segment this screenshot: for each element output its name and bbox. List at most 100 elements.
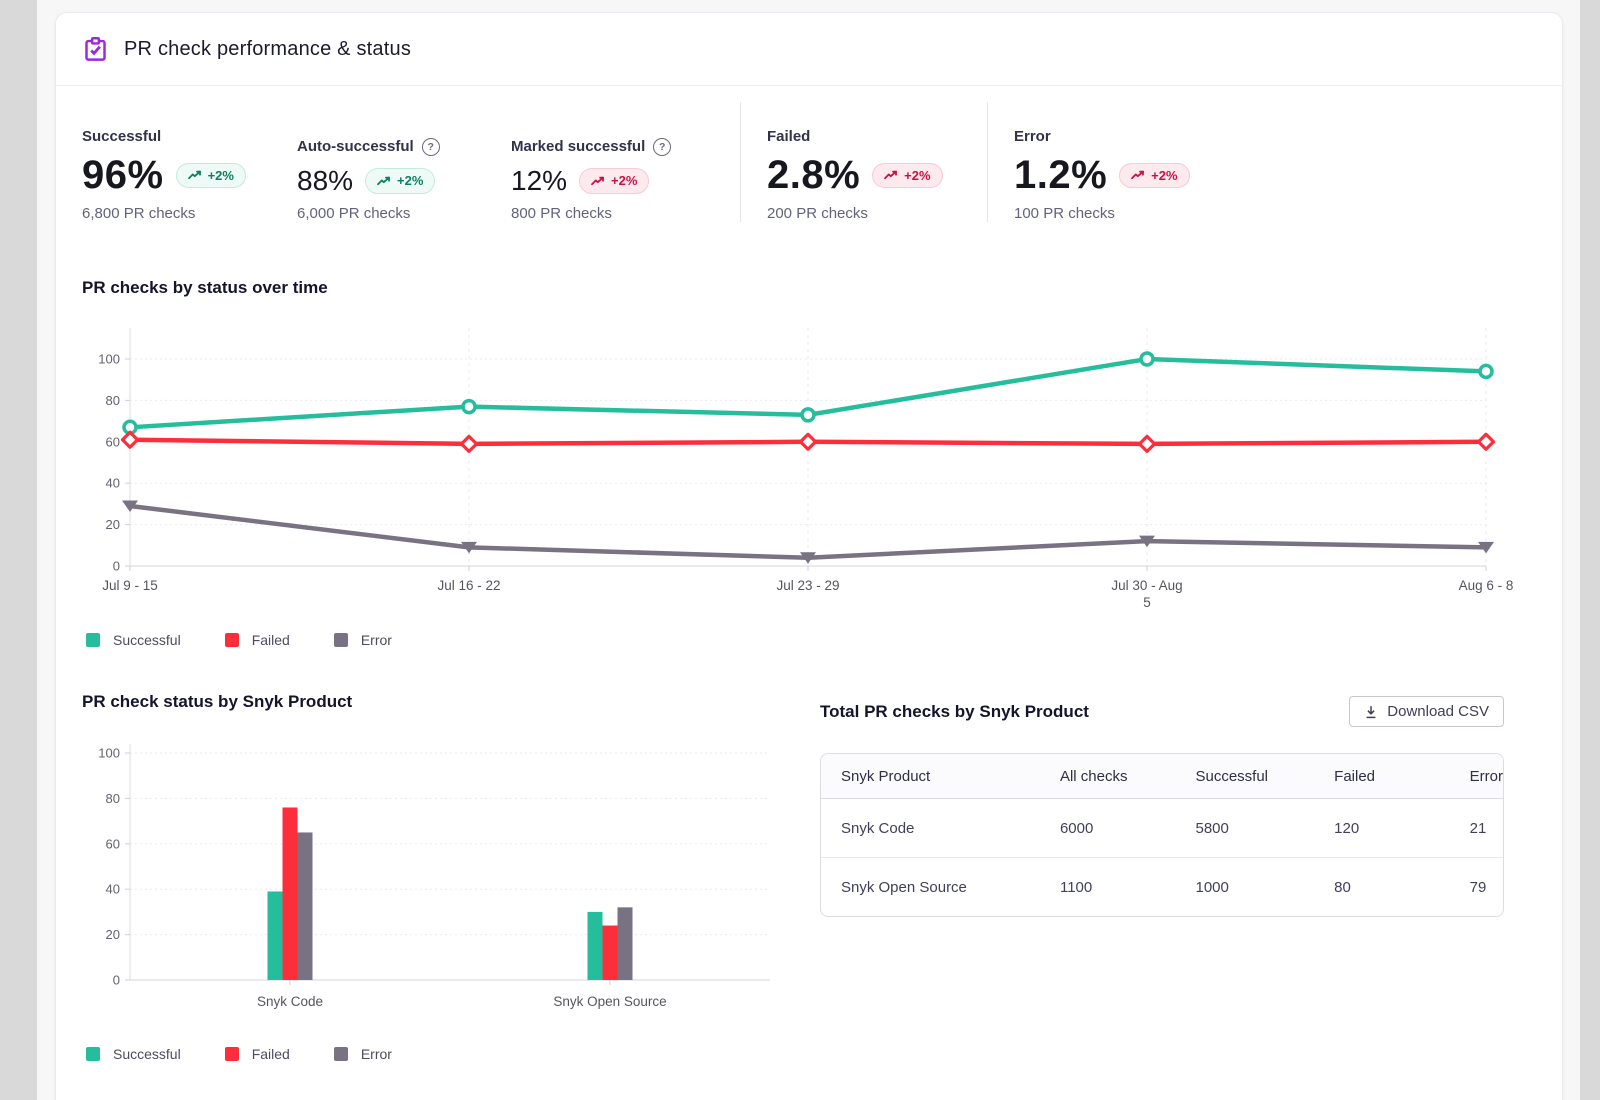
table-cell: 120 (1314, 798, 1450, 858)
stat-subtext: 6,800 PR checks (82, 205, 196, 222)
legend-item-failed: Failed (224, 1046, 290, 1062)
table-cell: 1000 (1195, 878, 1229, 896)
download-csv-button[interactable]: Download CSV (1349, 696, 1504, 727)
download-csv-label: Download CSV (1387, 703, 1489, 720)
stats-row: Successful 96% +2% 6,800 PR checks Auto-succ… (56, 102, 1562, 222)
legend-label: Error (360, 632, 392, 648)
legend-label: Successful (113, 1046, 181, 1062)
stat-label-text: Failed (767, 127, 811, 145)
bar-chart-title: PR check status by Snyk Product (82, 692, 353, 711)
stat-value-row: 2.8% +2% (767, 152, 987, 197)
table-cell: 1100 (1059, 878, 1093, 896)
table-cell: 5800 (1175, 798, 1315, 858)
legend-swatch (224, 1047, 239, 1061)
trend-up-icon (187, 170, 202, 180)
legend-label: Failed (251, 1046, 290, 1062)
line-chart: 0 20 40 60 80 100 Jul 9 - 15 Jul 16 - 22 Jul 23 … (98, 328, 1514, 610)
stat-value: 2.8% (767, 152, 861, 197)
stat-label-text: Marked successful (511, 138, 646, 156)
totals-table: Snyk Product All checks Successful Failed Er… (821, 754, 1503, 916)
stat-successful: Successful 96% +2% 6,800 PR checks (82, 102, 297, 222)
stat-subtext: 100 PR checks (1014, 205, 1115, 222)
stat-marked-successful: Marked successful? 12% +2% 800 PR checks (511, 102, 740, 222)
trend-delta: +2% (1151, 167, 1178, 183)
totals-table-wrap: Snyk Product All checks Successful Failed Er… (820, 753, 1504, 917)
legend-label: Failed (251, 632, 290, 648)
svg-text:60: 60 (106, 836, 120, 851)
stat-label: Auto-successful? (297, 137, 511, 156)
legend-label: Successful (113, 632, 181, 648)
trend-up-icon (591, 176, 605, 186)
svg-text:60: 60 (106, 434, 120, 449)
bar-chart-legend: Successful Failed Error (82, 1046, 782, 1062)
trend-up-icon (1131, 170, 1145, 180)
table-col-header: Failed (1314, 754, 1450, 799)
trend-delta: +2% (397, 173, 424, 189)
svg-text:20: 20 (106, 927, 120, 942)
trend-badge: +2% (1119, 162, 1190, 189)
svg-text:40: 40 (106, 882, 120, 897)
download-icon (1364, 705, 1378, 719)
stat-value-row: 88% +2% (297, 165, 511, 197)
card-header: PR check performance & status (56, 13, 1562, 86)
stat-auto-successful: Auto-successful? 88% +2% 6,000 PR checks (297, 102, 511, 222)
table-cell: 21 (1449, 798, 1503, 858)
svg-text:Jul 16 - 22: Jul 16 - 22 (437, 578, 500, 593)
table-header-row: Total PR checks by Snyk Product Download… (820, 696, 1504, 727)
line-chart-legend: Successful Failed Error (82, 632, 1536, 648)
stat-subtext: 6,000 PR checks (297, 205, 411, 222)
stat-value: 88% (297, 164, 354, 196)
stat-value-row: 1.2% +2% (1014, 152, 1247, 197)
table-col-header: Snyk Product (821, 754, 1040, 799)
svg-text:Aug 6 - 8: Aug 6 - 8 (1459, 578, 1514, 593)
help-icon[interactable]: ? (653, 137, 672, 156)
table-section: Total PR checks by Snyk Product Download… (820, 692, 1504, 1062)
stat-subtext: 800 PR checks (511, 205, 612, 222)
stat-value: 12% (511, 164, 568, 196)
stat-label: Marked successful? (511, 137, 740, 156)
stat-value: 96% (82, 152, 164, 197)
table-col-header: Error (1449, 754, 1503, 799)
stat-label: Successful (82, 128, 297, 145)
stat-error: Error 1.2% +2% 100 PR checks (987, 102, 1247, 222)
help-icon[interactable]: ? (421, 137, 440, 156)
legend-label: Error (360, 1046, 392, 1062)
svg-text:Snyk Open Source: Snyk Open Source (553, 994, 666, 1009)
svg-text:Jul 9 - 15: Jul 9 - 15 (102, 578, 158, 593)
pr-check-card: PR check performance & status Successful… (55, 12, 1563, 1100)
trend-badge: +2% (175, 162, 246, 189)
table-cell: 6000 (1039, 798, 1176, 858)
legend-swatch (333, 1047, 348, 1061)
svg-text:100: 100 (98, 352, 120, 367)
legend-swatch (333, 633, 348, 647)
line-chart-section: PR checks by status over time 0 20 40 60 80 1… (56, 278, 1562, 648)
svg-text:Jul 23 - 29: Jul 23 - 29 (776, 578, 839, 593)
legend-item-error: Error (333, 632, 392, 648)
trend-badge: +2% (579, 168, 650, 194)
content-surface: PR check performance & status Successful… (37, 0, 1580, 1100)
table-cell: Snyk Code (821, 798, 1040, 858)
stat-failed: Failed 2.8% +2% 200 PR checks (740, 102, 987, 222)
svg-text:0: 0 (113, 973, 120, 988)
stat-value: 1.2% (1014, 152, 1108, 197)
legend-swatch (86, 633, 100, 647)
stat-label: Failed (767, 128, 987, 145)
stat-value-row: 96% +2% (82, 152, 297, 197)
svg-text:80: 80 (106, 791, 120, 806)
trend-badge: +2% (872, 162, 943, 189)
legend-swatch (86, 1047, 100, 1061)
bottom-section: PR check status by Snyk Product 0 20 40 60 8… (56, 692, 1562, 1062)
legend-item-error: Error (333, 1046, 392, 1062)
stat-label-text: Error (1014, 127, 1051, 145)
clipboard-check-icon (82, 36, 109, 63)
bar-chart: 0 20 40 60 80 100 Snyk Code Snyk Open Source (98, 744, 770, 1009)
table-cell: 80 (1334, 878, 1351, 896)
legend-swatch (224, 633, 239, 647)
table-body: Snyk Code 6000 5800 120 21 Snyk Open Source 11… (821, 798, 1503, 917)
card-title: PR check performance & status (124, 37, 412, 60)
stat-label-text: Auto-successful (297, 138, 414, 156)
stat-subtext: 200 PR checks (767, 205, 868, 222)
svg-text:0: 0 (113, 559, 120, 574)
table-row: Snyk Code 6000 5800 120 21 (821, 798, 1503, 858)
